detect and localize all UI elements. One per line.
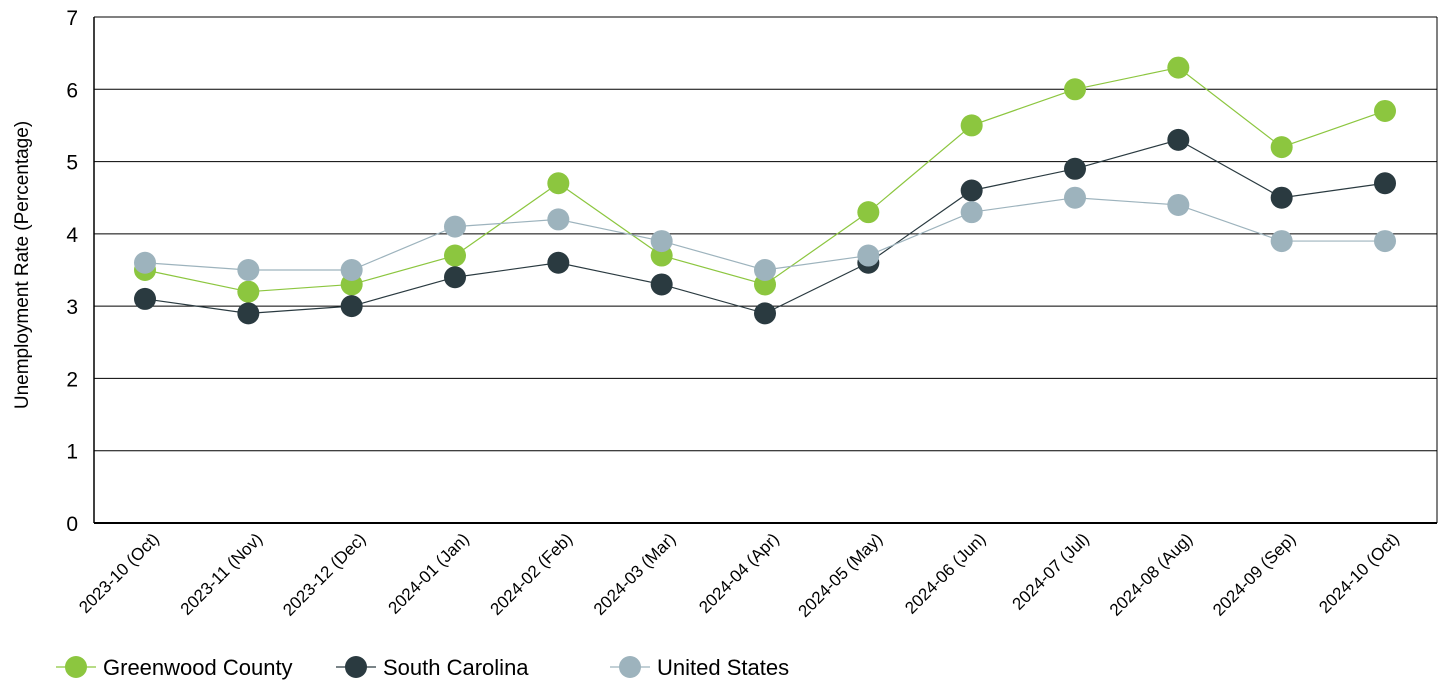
x-tick-label: 2024-07 (Jul) (1009, 529, 1093, 613)
data-point (1167, 128, 1190, 151)
y-tick-label: 7 (66, 7, 78, 30)
data-point (960, 179, 983, 202)
data-point (1270, 186, 1293, 209)
data-point (134, 251, 156, 274)
data-point (650, 273, 673, 296)
legend-marker (619, 656, 641, 678)
data-point (1064, 157, 1086, 180)
data-point (1270, 136, 1293, 159)
data-point (237, 302, 260, 325)
legend-item: South Carolina (336, 655, 529, 680)
y-tick-label: 1 (66, 441, 78, 464)
data-point (960, 114, 983, 137)
x-tick-label: 2024-02 (Feb) (487, 529, 577, 619)
data-point (1167, 56, 1190, 79)
x-tick-label: 2024-08 (Aug) (1106, 529, 1196, 619)
x-tick-labels: 2023-10 (Oct) 2023-11 (Nov) 2023-12 (Dec) 2… (75, 529, 1403, 621)
y-tick-label: 4 (66, 224, 78, 247)
x-tick-label: 2023-11 (Nov) (177, 529, 266, 618)
data-point (237, 280, 260, 303)
legend-label: United States (657, 655, 789, 680)
axes (93, 17, 1437, 524)
x-tick-label: 2024-06 (Jun) (901, 529, 989, 617)
y-tick-labels: 0 1 2 3 4 5 6 7 (66, 7, 78, 536)
x-tick-label: 2024-05 (May) (795, 529, 887, 621)
data-point (547, 208, 570, 231)
data-point (1064, 186, 1086, 209)
data-point (547, 172, 570, 195)
data-point (444, 215, 466, 238)
data-point (134, 287, 156, 310)
data-point (237, 259, 260, 281)
legend-label: Greenwood County (103, 655, 293, 680)
data-point (340, 295, 363, 318)
data-point (754, 302, 776, 325)
x-tick-label: 2024-04 (Apr) (695, 529, 783, 617)
data-point (857, 244, 880, 267)
y-tick-label: 6 (66, 79, 78, 102)
data-point (1167, 193, 1190, 216)
series-group (134, 56, 1396, 325)
x-tick-label: 2024-10 (Oct) (1315, 529, 1403, 617)
y-tick-label: 0 (66, 513, 78, 536)
legend-marker (65, 656, 87, 678)
data-point (960, 201, 983, 224)
data-point (1064, 78, 1086, 101)
legend-item: Greenwood County (56, 655, 293, 680)
data-point (650, 230, 673, 253)
series-south-carolina (134, 128, 1396, 325)
x-tick-label: 2023-12 (Dec) (279, 529, 369, 619)
data-point (1374, 172, 1396, 195)
y-axis-title: Unemployment Rate (Percentage) (12, 121, 33, 409)
series-line (144, 66, 1386, 293)
data-point (340, 259, 363, 281)
legend: Greenwood County South Carolina United Sta… (56, 655, 789, 680)
data-point (547, 251, 570, 274)
data-point (857, 201, 880, 224)
x-tick-label: 2024-01 (Jan) (385, 529, 473, 617)
data-point (1374, 230, 1396, 253)
data-point (1270, 230, 1293, 253)
data-point (444, 266, 466, 289)
legend-item: United States (610, 655, 789, 680)
legend-label: South Carolina (383, 655, 529, 680)
y-tick-label: 5 (66, 152, 78, 175)
x-tick-label: 2024-03 (Mar) (590, 529, 680, 619)
x-tick-label: 2023-10 (Oct) (75, 529, 163, 617)
legend-marker (345, 656, 367, 678)
y-tick-label: 3 (66, 296, 78, 319)
data-point (1374, 99, 1396, 122)
x-tick-label: 2024-09 (Sep) (1209, 529, 1299, 619)
data-point (754, 259, 776, 281)
series-united-states (134, 186, 1396, 281)
data-point (444, 244, 466, 267)
y-tick-label: 2 (66, 368, 78, 391)
